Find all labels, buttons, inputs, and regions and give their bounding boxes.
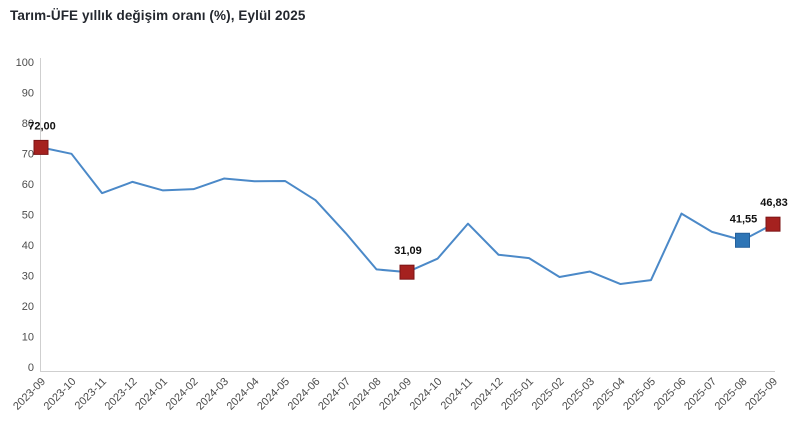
x-tick-label: 2024-04 [225, 376, 262, 413]
x-tick-label: 2025-05 [621, 376, 658, 413]
y-tick-label: 30 [22, 271, 34, 283]
x-tick-label: 2024-03 [194, 376, 231, 413]
y-tick-label: 0 [28, 362, 34, 374]
x-tick-label: 2025-07 [682, 376, 719, 413]
y-tick-label: 40 [22, 240, 34, 252]
y-tick-label: 100 [16, 57, 34, 69]
x-tick-label: 2024-08 [347, 376, 384, 413]
x-tick-label: 2023-09 [11, 376, 48, 413]
y-tick-label: 20 [22, 301, 34, 313]
x-tick-label: 2024-07 [316, 376, 353, 413]
marker-2025-08[interactable] [735, 232, 750, 248]
x-tick-label: 2025-06 [652, 376, 689, 413]
x-tick-label: 2024-02 [164, 376, 201, 413]
x-tick-label: 2024-10 [408, 376, 445, 413]
data-label-2024-09: 31,09 [394, 245, 422, 257]
y-tick-label: 60 [22, 179, 34, 191]
x-tick-label: 2025-02 [530, 376, 567, 413]
marker-2023-09[interactable] [33, 139, 49, 155]
chart-title: Tarım-ÜFE yıllık değişim oranı (%), Eylü… [10, 8, 306, 23]
data-label-2023-09: 72,00 [28, 120, 56, 132]
x-tick-label: 2025-09 [743, 376, 780, 413]
y-tick-label: 70 [22, 149, 34, 161]
line-series [40, 146, 774, 286]
x-tick-label: 2025-01 [499, 376, 536, 413]
x-tick-label: 2025-08 [713, 376, 750, 413]
x-tick-label: 2025-03 [560, 376, 597, 413]
x-tick-label: 2024-06 [286, 376, 323, 413]
marker-2025-09[interactable] [765, 216, 781, 232]
x-tick-label: 2025-04 [591, 376, 628, 413]
x-tick-label: 2023-10 [42, 376, 79, 413]
x-tick-label: 2024-09 [377, 376, 414, 413]
x-tick-label: 2024-05 [255, 376, 292, 413]
marker-2024-09[interactable] [399, 264, 415, 280]
y-tick-label: 10 [22, 332, 34, 344]
data-label-2025-09: 46,83 [760, 197, 788, 209]
x-tick-label: 2023-12 [103, 376, 140, 413]
x-tick-label: 2024-12 [469, 376, 506, 413]
y-tick-label: 90 [22, 88, 34, 100]
y-tick-label: 50 [22, 210, 34, 222]
x-tick-label: 2024-01 [133, 376, 170, 413]
data-label-2025-08: 41,55 [730, 213, 758, 225]
y-tick-label: 80 [22, 118, 34, 130]
